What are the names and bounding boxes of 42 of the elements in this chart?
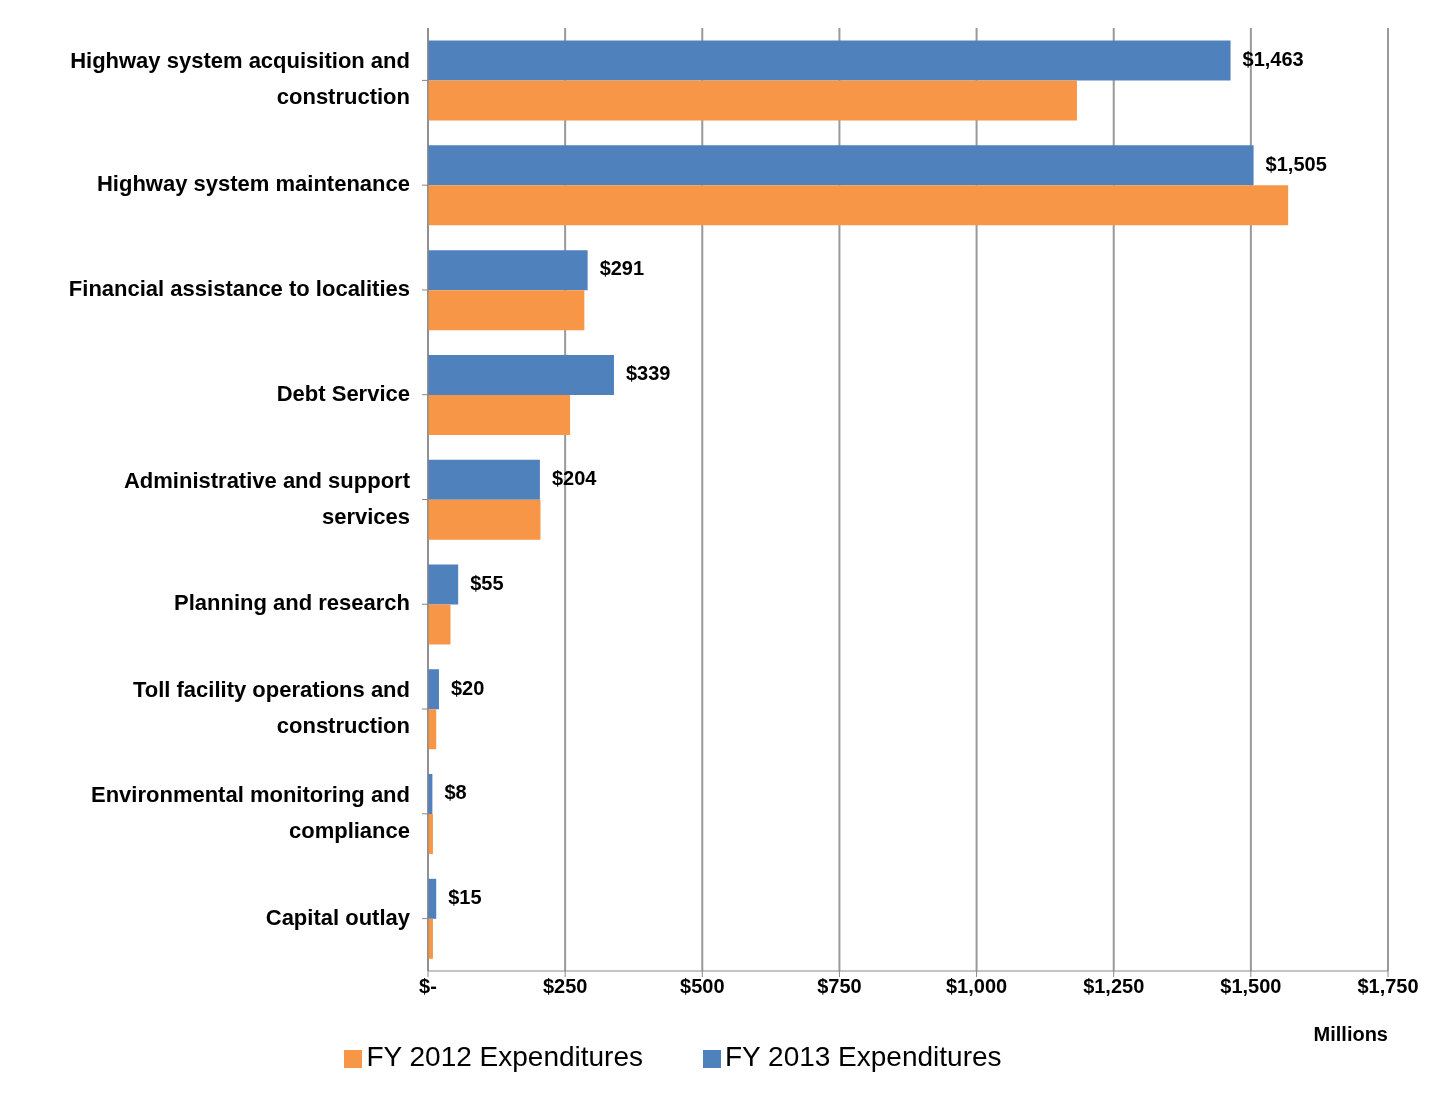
x-tick-label: $1,500 xyxy=(1220,975,1282,998)
x-tick-label: $1,750 xyxy=(1357,975,1419,998)
x-axis-title: Millions xyxy=(1313,1023,1388,1045)
data-label: $15 xyxy=(448,886,482,909)
bar xyxy=(428,354,614,395)
x-tick-label: $1,250 xyxy=(1083,975,1145,998)
y-tick-label: Toll facility operations and construction xyxy=(132,676,410,738)
y-tick-label: Environmental monitoring and compliance xyxy=(90,781,410,843)
bar xyxy=(428,669,439,710)
y-tick-label: Highway system maintenance xyxy=(96,170,410,196)
y-tick-label: Planning and research xyxy=(174,590,410,616)
bar xyxy=(428,80,1077,121)
bar xyxy=(428,145,1254,186)
bar xyxy=(428,290,585,331)
x-tick-label: $500 xyxy=(680,975,725,998)
y-tick-label: Capital outlay xyxy=(265,904,411,930)
bar xyxy=(428,564,459,605)
bar xyxy=(428,185,1289,226)
bar xyxy=(428,459,540,500)
data-label: $1,463 xyxy=(1242,47,1304,70)
bar xyxy=(428,250,588,291)
bar xyxy=(428,499,541,540)
legend-label: FY 2013 Expenditures xyxy=(725,1041,1002,1072)
legend-label: FY 2012 Expenditures xyxy=(366,1041,643,1072)
y-tick-label: Administrative and support services xyxy=(123,467,411,529)
bar xyxy=(428,394,571,435)
bar xyxy=(428,40,1231,81)
y-tick-label: Financial assistance to localities xyxy=(68,275,410,301)
data-label: $291 xyxy=(599,257,645,280)
data-label: $204 xyxy=(551,466,598,489)
x-tick-label: $- xyxy=(419,975,437,998)
x-tick-label: $250 xyxy=(542,975,588,998)
data-label: $8 xyxy=(444,781,467,804)
y-tick-label: Highway system acquisition and construction xyxy=(70,48,410,110)
data-label: $55 xyxy=(470,571,504,594)
y-tick-label: Debt Service xyxy=(276,380,410,406)
data-label: $20 xyxy=(450,676,485,699)
bar xyxy=(428,604,451,645)
data-label: $339 xyxy=(625,362,671,385)
data-label: $1,505 xyxy=(1265,152,1327,175)
x-tick-label: $1,000 xyxy=(945,975,1008,998)
x-tick-label: $750 xyxy=(817,975,862,998)
